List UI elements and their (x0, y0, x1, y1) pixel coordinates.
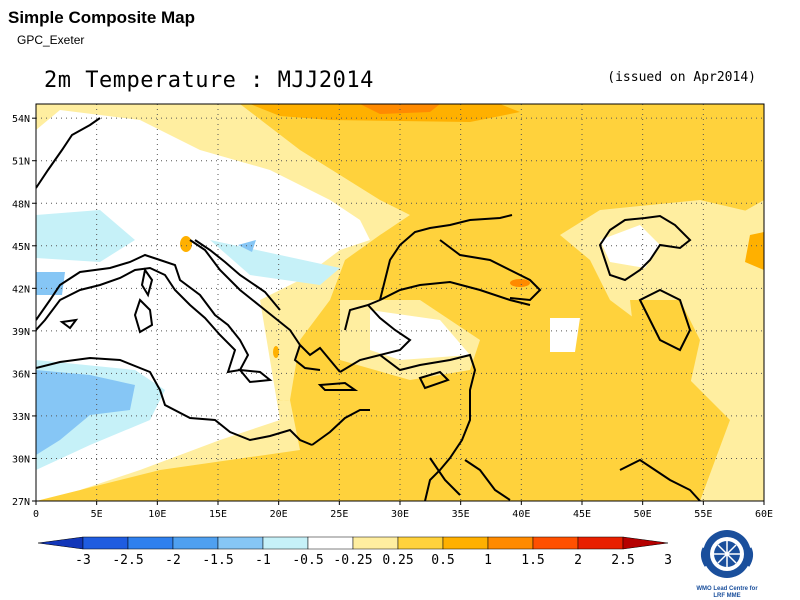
colorbar-segment (487, 536, 534, 550)
colorbar-segment (532, 536, 579, 550)
colorbar-segment (577, 536, 624, 550)
colorbar-label: -0.5 (292, 553, 323, 568)
lon-tick-label: 45E (573, 509, 591, 520)
lat-tick-label: 36N (12, 369, 30, 380)
colorbar-label: -0.25 (333, 553, 372, 568)
lon-tick-label: 30E (391, 509, 409, 520)
colorbar-label: 3 (664, 553, 672, 568)
lon-tick-label: 55E (694, 509, 712, 520)
coastline-persian-gulf (619, 458, 701, 501)
coastline-france-north (36, 117, 101, 189)
colorbar-segment (82, 536, 129, 550)
map-title: 2m Temperature : MJJ2014 (44, 68, 374, 93)
field-blue (36, 370, 135, 455)
wmo-logo (692, 526, 762, 598)
lat-tick-label: 39N (12, 327, 30, 338)
colorbar-label: 0.5 (431, 553, 454, 568)
lat-tick-label: 30N (12, 454, 30, 465)
colorbar-end-high (622, 536, 669, 550)
coastline-black-sea-north (379, 214, 513, 301)
colorbar-segment (217, 536, 264, 550)
coastlines (36, 117, 701, 501)
lon-tick-label: 25E (330, 509, 348, 520)
colorbar-segment (442, 536, 489, 550)
coastline-black-sea-east (439, 239, 542, 302)
coastline-north-africa (36, 356, 313, 446)
lon-tick-label: 5E (91, 509, 103, 520)
app-subtitle: GPC_Exeter (17, 33, 85, 47)
colorbar-segment (307, 536, 354, 550)
lat-tick-label: 48N (12, 199, 30, 210)
lon-axis: 0 5E 10E 15E 20E 25E 30E 35E 40E 45E 50E 55E 60E (33, 501, 773, 520)
colorbar-label: 2.5 (611, 553, 634, 568)
wmo-emblem-icon (700, 530, 754, 578)
colorbar: -3 -2.5 -2 -1.5 -1 -0.5 -0.25 0.25 0.5 1 1.5 2 2.5 3 (37, 536, 672, 568)
island-cyprus (418, 370, 450, 390)
colorbar-label: -2.5 (112, 553, 143, 568)
colorbar-label: -2 (165, 553, 181, 568)
colorbar-segment (397, 536, 444, 550)
coastline-aegean (339, 303, 412, 373)
colorbar-segment (262, 536, 309, 550)
coastline-caspian-south (638, 288, 692, 352)
island-corsica (140, 267, 154, 298)
lat-tick-label: 42N (12, 284, 30, 295)
colorbar-segment (352, 536, 399, 550)
logo-caption-line1: WMO Lead Centre for (696, 586, 758, 592)
island-crete (317, 381, 359, 391)
lon-tick-label: 50E (634, 509, 652, 520)
lat-tick-label: 51N (12, 157, 30, 168)
colorbar-label: 0.25 (382, 553, 413, 568)
island-balearic (59, 318, 79, 330)
lon-tick-label: 10E (148, 509, 166, 520)
lon-tick-label: 35E (452, 509, 470, 520)
lon-tick-label: 20E (270, 509, 288, 520)
colorbar-label: 2 (574, 553, 582, 568)
field-1-1.5-caspian-south (630, 300, 700, 390)
coastline-adriatic-balkans (189, 239, 341, 373)
colorbar-segment (127, 536, 174, 550)
colorbar-segment (172, 536, 219, 550)
lat-tick-label: 27N (12, 497, 30, 508)
lon-tick-label: 60E (755, 509, 773, 520)
gridlines (36, 104, 764, 501)
coastline-caspian-north (598, 214, 692, 282)
colorbar-label: -1 (255, 553, 271, 568)
lon-tick-label: 15E (209, 509, 227, 520)
island-sicily (237, 368, 273, 384)
app-title: Simple Composite Map (8, 8, 196, 27)
temperature-field (36, 104, 764, 501)
lon-tick-label: 40E (512, 509, 530, 520)
issued-date: (issued on Apr2014) (607, 70, 756, 85)
lon-tick-label: 0 (33, 509, 39, 520)
lat-tick-label: 54N (12, 114, 30, 125)
colorbar-label: 1.5 (521, 553, 544, 568)
colorbar-label: 1 (484, 553, 492, 568)
coastline-levant (379, 353, 477, 501)
lat-tick-label: 33N (12, 412, 30, 423)
lat-axis: 54N 51N 48N 45N 42N 39N 36N 33N 30N 27N (12, 114, 36, 508)
island-sardinia (133, 298, 154, 334)
lat-tick-label: 45N (12, 242, 30, 253)
coastline-turkey-north (367, 280, 531, 306)
logo-caption-line2: LRF MME (713, 593, 741, 599)
colorbar-label: -3 (75, 553, 91, 568)
colorbar-end-low (37, 536, 84, 550)
colorbar-label: -1.5 (202, 553, 233, 568)
field-light-blue (36, 210, 135, 262)
